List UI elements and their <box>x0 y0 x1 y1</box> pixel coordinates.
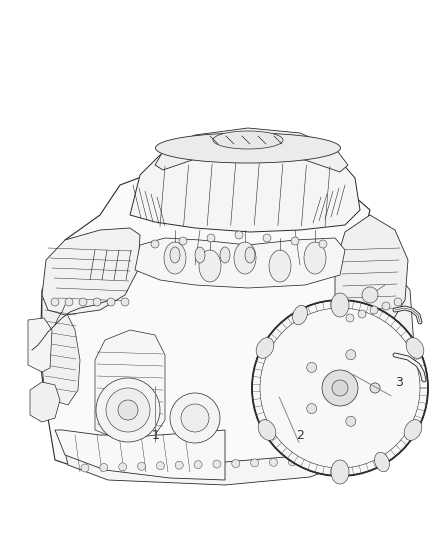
Ellipse shape <box>195 247 205 263</box>
Circle shape <box>100 463 108 471</box>
Ellipse shape <box>406 338 424 358</box>
Ellipse shape <box>331 460 349 484</box>
Circle shape <box>307 362 317 373</box>
Ellipse shape <box>164 242 186 274</box>
Polygon shape <box>62 438 360 485</box>
Circle shape <box>194 461 202 469</box>
Ellipse shape <box>269 250 291 282</box>
Circle shape <box>346 416 356 426</box>
Ellipse shape <box>304 242 326 274</box>
Ellipse shape <box>331 293 349 317</box>
Polygon shape <box>30 382 60 422</box>
Circle shape <box>151 240 159 248</box>
Ellipse shape <box>199 250 221 282</box>
Circle shape <box>119 463 127 471</box>
Circle shape <box>107 298 115 306</box>
Circle shape <box>207 234 215 242</box>
Circle shape <box>156 462 164 470</box>
Ellipse shape <box>293 305 307 325</box>
Circle shape <box>269 458 277 466</box>
Text: 3: 3 <box>395 376 403 389</box>
Circle shape <box>93 298 101 306</box>
Circle shape <box>213 460 221 468</box>
Circle shape <box>358 310 366 318</box>
Polygon shape <box>42 228 140 315</box>
Polygon shape <box>42 295 80 405</box>
Circle shape <box>362 287 378 303</box>
Circle shape <box>96 378 160 442</box>
Circle shape <box>121 298 129 306</box>
Circle shape <box>179 237 187 245</box>
Circle shape <box>235 231 243 239</box>
Polygon shape <box>28 318 52 372</box>
Circle shape <box>322 370 358 406</box>
Circle shape <box>370 383 380 393</box>
Ellipse shape <box>213 131 283 149</box>
Circle shape <box>51 298 59 306</box>
Ellipse shape <box>374 453 389 472</box>
Ellipse shape <box>155 133 340 163</box>
Circle shape <box>181 404 209 432</box>
Circle shape <box>81 464 89 472</box>
Circle shape <box>291 237 299 245</box>
Polygon shape <box>55 430 225 480</box>
Circle shape <box>138 462 145 470</box>
Circle shape <box>370 306 378 314</box>
Circle shape <box>346 350 356 360</box>
Circle shape <box>65 298 73 306</box>
Polygon shape <box>130 132 360 232</box>
Polygon shape <box>155 128 348 172</box>
Circle shape <box>307 403 317 414</box>
Ellipse shape <box>220 247 230 263</box>
Ellipse shape <box>256 338 274 358</box>
Ellipse shape <box>234 242 256 274</box>
Circle shape <box>175 461 183 469</box>
Ellipse shape <box>170 247 180 263</box>
Ellipse shape <box>245 247 255 263</box>
Circle shape <box>382 302 390 310</box>
Circle shape <box>263 234 271 242</box>
Polygon shape <box>135 238 345 288</box>
Circle shape <box>79 298 87 306</box>
Circle shape <box>118 400 138 420</box>
Ellipse shape <box>404 419 422 440</box>
Polygon shape <box>95 330 165 440</box>
Circle shape <box>307 457 315 465</box>
Circle shape <box>370 383 380 393</box>
Circle shape <box>346 314 354 322</box>
Circle shape <box>252 300 428 476</box>
Circle shape <box>106 388 150 432</box>
Circle shape <box>232 459 240 467</box>
Circle shape <box>170 393 220 443</box>
Polygon shape <box>310 250 415 455</box>
Circle shape <box>326 457 334 465</box>
Text: 1: 1 <box>152 430 159 442</box>
Polygon shape <box>40 165 410 480</box>
Circle shape <box>319 240 327 248</box>
Circle shape <box>332 380 348 396</box>
Ellipse shape <box>258 419 276 440</box>
Text: 2: 2 <box>296 430 304 442</box>
Circle shape <box>251 459 258 467</box>
Circle shape <box>288 458 297 466</box>
Circle shape <box>394 298 402 306</box>
Polygon shape <box>335 215 408 335</box>
